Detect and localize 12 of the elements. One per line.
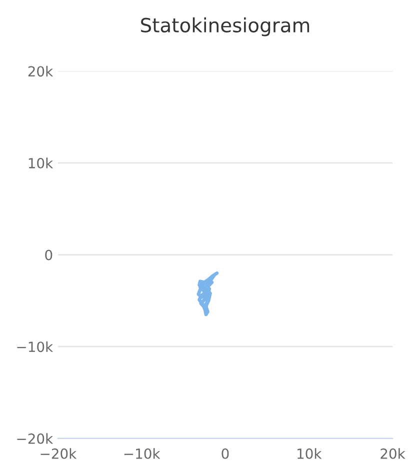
y-tick-label: 0 (45, 250, 52, 260)
x-tick-label: 10k (298, 448, 322, 459)
x-tick-label: −20k (40, 448, 77, 459)
line-series (196, 271, 219, 316)
y-tick-label: −20k (17, 433, 54, 444)
y-tick-label: 20k (28, 66, 54, 77)
x-tick-label: 0 (222, 448, 229, 459)
chart-title: Statokinesiogram (141, 17, 310, 36)
x-tick-label: −10k (124, 448, 160, 459)
y-tick-label: 10k (28, 158, 54, 168)
x-tick-label: 20k (380, 448, 406, 459)
y-tick-label: −10k (17, 341, 54, 352)
